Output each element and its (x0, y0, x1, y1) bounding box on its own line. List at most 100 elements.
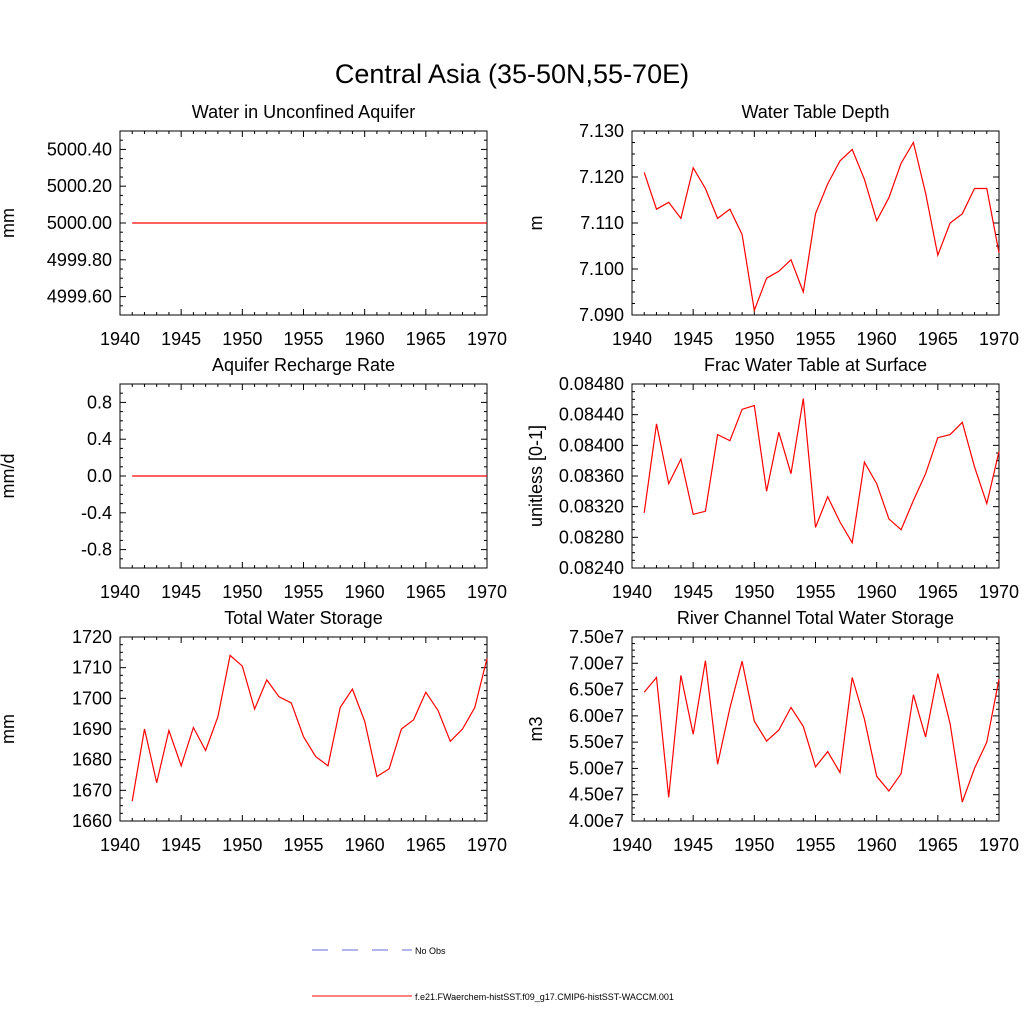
y-tick-label: 0.8 (87, 392, 112, 412)
y-tick-label: 1690 (72, 719, 112, 739)
y-tick-label: 4999.80 (47, 250, 112, 270)
x-tick-label: 1965 (918, 835, 958, 855)
y-tick-label: 7.130 (579, 121, 624, 141)
panel-title: Frac Water Table at Surface (704, 355, 927, 375)
plot-frame (119, 636, 488, 822)
series-line (643, 140, 1000, 313)
x-tick-label: 1955 (795, 835, 835, 855)
x-tick-label: 1965 (918, 329, 958, 349)
x-tick-label: 1970 (979, 582, 1019, 602)
y-tick-label: 7.50e7 (569, 627, 624, 647)
chart-panel-6: River Channel Total Water Storage 1940 194… (526, 608, 1019, 855)
x-tick-label: 1965 (406, 835, 446, 855)
y-tick-label: 5.50e7 (569, 732, 624, 752)
chart-panel-4: Frac Water Table at Surface 1940 1945 1950 1… (526, 355, 1019, 602)
x-tick-label: 1960 (345, 582, 385, 602)
panel-title: Water in Unconfined Aquifer (192, 102, 415, 122)
panel-title: Aquifer Recharge Rate (212, 355, 395, 375)
x-tick-label: 1940 (100, 835, 140, 855)
series-line (643, 660, 1000, 803)
panel-title: River Channel Total Water Storage (677, 608, 954, 628)
chart-panel-2: Water Table Depth 1940 1945 1950 1955 1960 196… (526, 102, 1019, 349)
figure-title: Central Asia (35-50N,55-70E) (335, 59, 689, 89)
y-tick-label: 1670 (72, 780, 112, 800)
y-tick-label: 0.08440 (559, 405, 624, 425)
x-tick-label: 1940 (100, 582, 140, 602)
y-tick-label: 1700 (72, 688, 112, 708)
y-tick-label: 6.00e7 (569, 706, 624, 726)
y-tick-label: 1660 (72, 811, 112, 831)
x-tick-label: 1945 (673, 329, 713, 349)
y-tick-label: 0.08400 (559, 435, 624, 455)
x-tick-label: 1940 (612, 835, 652, 855)
y-tick-label: 7.120 (579, 167, 624, 187)
x-tick-label: 1955 (283, 582, 323, 602)
x-tick-label: 1945 (161, 835, 201, 855)
y-axis-label: m3 (526, 716, 546, 741)
x-tick-label: 1960 (345, 835, 385, 855)
y-tick-label: 0.08480 (559, 374, 624, 394)
x-tick-label: 1970 (467, 329, 507, 349)
x-tick-label: 1955 (283, 835, 323, 855)
x-tick-label: 1970 (979, 835, 1019, 855)
series-line (131, 654, 488, 802)
x-tick-label: 1945 (161, 329, 201, 349)
y-tick-label: 0.4 (87, 429, 112, 449)
x-tick-label: 1970 (467, 835, 507, 855)
x-tick-label: 1950 (734, 329, 774, 349)
x-tick-label: 1960 (857, 835, 897, 855)
y-tick-label: 6.50e7 (569, 680, 624, 700)
y-tick-label: 7.00e7 (569, 653, 624, 673)
y-tick-label: 4.00e7 (569, 811, 624, 831)
x-tick-label: 1965 (406, 582, 446, 602)
legend-label-2: f.e21.FWaerchem-histSST.f09_g17.CMIP6-hi… (415, 992, 674, 1002)
x-tick-label: 1965 (406, 329, 446, 349)
x-tick-label: 1950 (222, 835, 262, 855)
x-tick-label: 1960 (345, 329, 385, 349)
plot-frame (631, 383, 1000, 569)
x-tick-label: 1950 (734, 582, 774, 602)
chart-panel-5: Total Water Storage 1940 1945 1950 1955 1960 1… (0, 608, 507, 855)
x-tick-label: 1940 (612, 329, 652, 349)
y-tick-label: 0.08320 (559, 497, 624, 517)
y-tick-label: -0.4 (81, 503, 112, 523)
x-tick-label: 1945 (673, 835, 713, 855)
y-tick-label: 0.08240 (559, 558, 624, 578)
y-axis-label: m (526, 216, 546, 231)
chart-panel-3: Aquifer Recharge Rate 1940 1945 1950 1955 196… (0, 355, 507, 602)
chart-panel-1: Water in Unconfined Aquifer 1940 1945 1950 1… (0, 102, 507, 349)
y-tick-label: 7.110 (580, 213, 624, 233)
x-tick-label: 1945 (673, 582, 713, 602)
x-tick-label: 1960 (857, 582, 897, 602)
legend-label-1: No Obs (415, 946, 446, 956)
y-tick-label: 4.50e7 (569, 785, 624, 805)
y-axis-label: mm/d (0, 454, 18, 499)
x-tick-label: 1960 (857, 329, 897, 349)
x-tick-label: 1950 (222, 582, 262, 602)
y-tick-label: 5000.20 (47, 176, 112, 196)
y-tick-label: 1710 (72, 658, 112, 678)
x-tick-label: 1965 (918, 582, 958, 602)
y-tick-label: 1680 (72, 750, 112, 770)
x-tick-label: 1970 (979, 329, 1019, 349)
y-tick-label: -0.8 (81, 540, 112, 560)
x-tick-label: 1970 (467, 582, 507, 602)
y-tick-label: 0.08360 (559, 466, 624, 486)
x-tick-label: 1945 (161, 582, 201, 602)
x-tick-label: 1950 (222, 329, 262, 349)
legend: No Obs f.e21.FWaerchem-histSST.f09_g17.CM… (312, 946, 674, 1002)
y-tick-label: 7.100 (579, 259, 624, 279)
x-tick-label: 1940 (100, 329, 140, 349)
panel-title: Total Water Storage (224, 608, 382, 628)
y-tick-label: 5000.00 (47, 213, 112, 233)
y-tick-label: 5.00e7 (569, 758, 624, 778)
y-axis-label: mm (0, 714, 18, 744)
x-tick-label: 1940 (612, 582, 652, 602)
x-tick-label: 1955 (283, 329, 323, 349)
y-tick-label: 0.08280 (559, 527, 624, 547)
y-tick-label: 0.0 (87, 466, 112, 486)
x-tick-label: 1955 (795, 329, 835, 349)
x-tick-label: 1955 (795, 582, 835, 602)
y-tick-label: 7.090 (579, 305, 624, 325)
